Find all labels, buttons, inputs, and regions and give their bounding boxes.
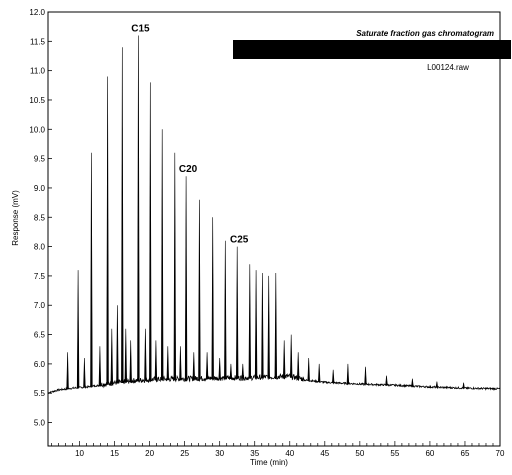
x-tick-label: 35 [250, 449, 259, 458]
chromatogram-peak [179, 346, 182, 380]
y-tick-label: 9.5 [34, 155, 46, 164]
x-tick-label: 50 [355, 449, 364, 458]
chromatogram-peak [90, 152, 93, 387]
chromatogram-peak [149, 82, 152, 381]
chromatogram-peak [121, 47, 124, 384]
y-tick-label: 12.0 [29, 8, 45, 17]
file-label: L00124.raw [427, 63, 469, 72]
y-tick-label: 10.5 [29, 96, 45, 105]
chromatogram-peak [332, 369, 335, 384]
x-tick-label: 70 [496, 449, 505, 458]
y-tick-label: 8.5 [34, 213, 46, 222]
x-tick-label: 45 [320, 449, 329, 458]
chromatogram-peak [290, 334, 293, 378]
chromatogram-peak [346, 363, 350, 384]
peak-label: C20 [179, 164, 198, 175]
y-tick-label: 10.0 [29, 125, 45, 134]
chromatogram-peak [154, 340, 158, 381]
x-tick-label: 55 [390, 449, 399, 458]
chromatogram-peak [198, 199, 201, 380]
chromatogram-peak [274, 272, 277, 378]
y-tick-label: 6.0 [34, 360, 46, 369]
chromatogram-peak [192, 352, 195, 380]
x-tick-label: 65 [461, 449, 470, 458]
chromatogram-peak [124, 328, 127, 383]
chromatogram-peak [218, 357, 221, 380]
y-tick-label: 11.0 [30, 67, 46, 76]
chromatogram-peak [364, 366, 367, 385]
baseline-trace [47, 372, 500, 394]
chromatogram-peak [297, 352, 300, 380]
chromatogram-peak [462, 382, 465, 389]
chart-title: Saturate fraction gas chromatogram [356, 29, 494, 38]
chromatogram-peak [110, 328, 113, 385]
x-tick-label: 25 [180, 449, 189, 458]
chromatogram-peak [283, 340, 286, 378]
chromatogram-peak [254, 270, 258, 379]
chromatogram-peak [248, 264, 251, 379]
chromatogram-peak [385, 375, 388, 386]
x-tick-label: 60 [425, 449, 434, 458]
y-tick-label: 8.0 [34, 243, 46, 252]
chromatogram-peak [205, 352, 209, 380]
chromatogram-peak [184, 176, 188, 380]
y-tick-label: 9.0 [34, 184, 46, 193]
x-tick-label: 20 [145, 449, 154, 458]
chromatogram-peak [435, 381, 439, 388]
chromatogram-peak [98, 346, 102, 386]
chromatogram-peak [224, 240, 227, 380]
chromatogram-peak [173, 152, 176, 380]
y-tick-label: 7.0 [34, 301, 46, 310]
peak-label: C15 [131, 23, 150, 34]
chromatogram-peak [229, 363, 233, 380]
y-tick-label: 7.5 [34, 272, 46, 281]
chromatogram-peak [211, 217, 214, 380]
y-axis-ticks: 5.0 5.5 6.0 6.5 7.0 7.5 8.0 8.5 9.0 9.5 10.0 10.5 11… [29, 8, 52, 428]
chromatogram-peak [144, 328, 147, 381]
chromatogram-peak [76, 270, 80, 389]
chromatogram-peak [411, 378, 414, 387]
chromatogram-peak [318, 363, 321, 383]
y-axis-label: Response (mV) [11, 190, 20, 246]
chromatogram-peak [261, 272, 264, 379]
peak-label: C25 [230, 235, 249, 246]
chromatogram-peak [236, 246, 239, 379]
x-tick-label: 30 [215, 449, 224, 458]
plot-frame [47, 11, 501, 447]
x-axis-ticks: 10 15 20 25 30 35 40 45 50 55 60 65 70 [51, 441, 505, 458]
chromatogram-peak [161, 129, 164, 381]
x-tick-label: 15 [110, 449, 119, 458]
y-tick-label: 5.0 [34, 419, 46, 428]
chromatogram-peaks [66, 35, 465, 390]
chromatogram-peak [83, 357, 86, 388]
plot-border [47, 11, 501, 447]
x-tick-label: 10 [75, 449, 84, 458]
y-tick-label: 5.5 [34, 389, 46, 398]
y-tick-label: 11.5 [30, 37, 46, 46]
chromatogram-peak [267, 275, 270, 379]
legend-bar [233, 40, 511, 59]
chromatogram-peak [66, 352, 69, 390]
x-axis-label: Time (min) [250, 458, 288, 467]
y-tick-label: 6.5 [34, 331, 46, 340]
chromatogram-peak [241, 363, 244, 379]
chromatogram-trace [47, 372, 500, 394]
peak-annotations: C15 C20 C25 [131, 23, 249, 245]
chromatogram-peak [137, 35, 140, 382]
chromatogram-peak [106, 76, 109, 385]
chromatogram-peak [166, 346, 169, 381]
chromatogram-peak [129, 340, 132, 383]
chromatogram-peak [116, 305, 119, 384]
x-tick-label: 40 [285, 449, 294, 458]
chromatogram-peak [307, 357, 310, 381]
